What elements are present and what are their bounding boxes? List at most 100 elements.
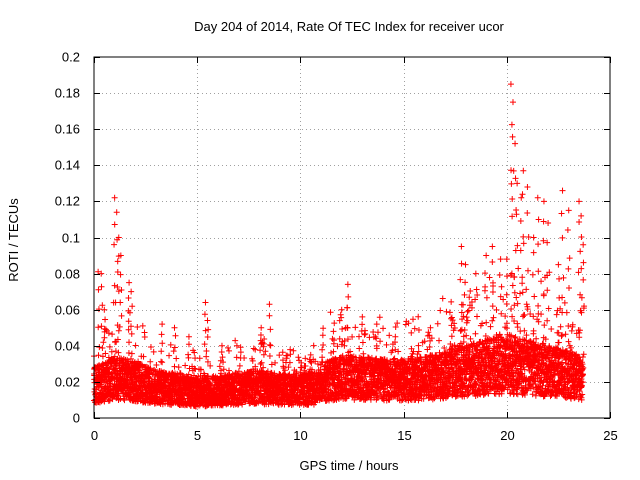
data-point (394, 320, 401, 327)
data-point (327, 309, 334, 316)
data-point (276, 352, 283, 359)
data-point (167, 341, 174, 348)
data-point (441, 344, 448, 351)
data-point (241, 354, 248, 361)
data-point (487, 323, 494, 330)
data-points (91, 81, 588, 410)
data-point (448, 298, 455, 305)
data-point (295, 354, 302, 361)
data-point (250, 345, 257, 352)
data-point (173, 355, 180, 362)
data-point (352, 324, 359, 331)
data-point (320, 325, 327, 332)
data-point (236, 362, 243, 369)
data-point (139, 322, 146, 329)
data-point (439, 295, 446, 302)
data-point (175, 364, 182, 371)
data-point (139, 363, 146, 370)
data-point (464, 308, 471, 315)
data-point (302, 355, 309, 362)
data-point (237, 349, 244, 356)
data-point (147, 358, 154, 365)
data-point (207, 362, 214, 369)
data-point (467, 335, 474, 342)
data-point (182, 362, 189, 369)
data-point (166, 352, 173, 359)
data-point (268, 361, 275, 368)
data-point (467, 288, 474, 295)
data-point (224, 344, 231, 351)
data-point (126, 360, 133, 367)
data-point (448, 314, 455, 321)
data-point (125, 350, 132, 357)
data-point (279, 349, 286, 356)
data-point (121, 397, 128, 404)
data-point (415, 348, 422, 355)
data-point (98, 386, 105, 393)
data-point (128, 350, 135, 357)
data-point (408, 329, 415, 336)
data-point (105, 330, 112, 337)
data-point (260, 364, 267, 371)
data-point (252, 346, 259, 353)
data-point (260, 351, 267, 358)
data-point (207, 381, 214, 388)
data-point (415, 313, 422, 320)
data-point (392, 323, 399, 330)
data-point (249, 357, 256, 364)
data-point (380, 325, 387, 332)
data-point (410, 316, 417, 323)
data-point (290, 347, 297, 354)
data-point (383, 341, 390, 348)
data-point (320, 341, 327, 348)
data-point (196, 355, 203, 362)
data-point (489, 303, 496, 310)
data-point (285, 364, 292, 371)
data-point (101, 398, 108, 405)
data-point (141, 334, 148, 341)
data-point (235, 368, 242, 375)
data-point (436, 337, 443, 344)
data-point (191, 349, 198, 356)
data-point (261, 335, 268, 342)
data-point (319, 346, 326, 353)
data-point (147, 344, 154, 351)
data-point (272, 359, 279, 366)
data-point (376, 314, 383, 321)
data-point (319, 332, 326, 339)
data-point (336, 317, 343, 324)
data-point (107, 380, 114, 387)
data-point (109, 331, 116, 338)
data-point (101, 334, 108, 341)
data-point (449, 317, 456, 324)
data-point (239, 401, 246, 408)
data-point (262, 348, 269, 355)
data-point (287, 351, 294, 358)
data-point (493, 306, 500, 313)
data-point (446, 309, 453, 316)
data-point (437, 307, 444, 314)
data-point (220, 366, 227, 373)
data-point (140, 353, 147, 360)
data-point (286, 359, 293, 366)
data-point (108, 348, 115, 355)
data-point (134, 324, 141, 331)
data-point (356, 333, 363, 340)
data-point (443, 308, 450, 315)
data-point (486, 274, 493, 281)
data-point (105, 397, 112, 404)
data-point (216, 363, 223, 370)
data-point (135, 358, 142, 365)
data-point (197, 366, 204, 373)
data-point (377, 338, 384, 345)
data-point (233, 342, 240, 349)
data-point (159, 359, 166, 366)
data-point (434, 320, 441, 327)
data-point (356, 345, 363, 352)
data-point (150, 348, 157, 355)
data-point (331, 320, 338, 327)
data-point (362, 330, 369, 337)
data-point (225, 347, 232, 354)
data-point (284, 352, 291, 359)
